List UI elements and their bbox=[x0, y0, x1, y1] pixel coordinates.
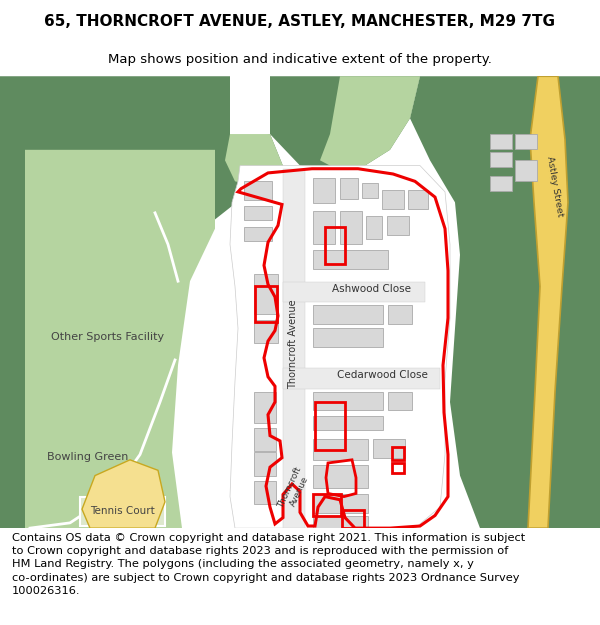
Bar bbox=[315, 402, 345, 451]
Bar bbox=[313, 306, 383, 324]
Bar bbox=[382, 190, 404, 209]
Bar bbox=[313, 329, 383, 348]
Polygon shape bbox=[410, 76, 600, 528]
Bar bbox=[254, 481, 276, 504]
Bar bbox=[313, 439, 368, 460]
Bar bbox=[254, 274, 278, 314]
Polygon shape bbox=[283, 169, 305, 528]
Text: Contains OS data © Crown copyright and database right 2021. This information is : Contains OS data © Crown copyright and d… bbox=[12, 533, 525, 596]
Bar bbox=[255, 286, 277, 322]
Polygon shape bbox=[528, 76, 568, 528]
Bar bbox=[313, 516, 368, 528]
Bar bbox=[392, 463, 404, 474]
Text: Thorncroft Avenue: Thorncroft Avenue bbox=[288, 299, 298, 389]
Bar bbox=[254, 320, 278, 343]
Bar bbox=[490, 152, 512, 167]
Bar bbox=[392, 448, 404, 460]
Bar bbox=[244, 226, 272, 241]
Bar bbox=[254, 391, 276, 423]
Text: Astley Street: Astley Street bbox=[545, 156, 565, 218]
Bar bbox=[313, 416, 383, 431]
Bar bbox=[366, 216, 382, 239]
Bar bbox=[387, 216, 409, 235]
Bar bbox=[244, 181, 272, 200]
Polygon shape bbox=[225, 134, 285, 187]
Bar bbox=[515, 134, 537, 149]
Polygon shape bbox=[25, 150, 215, 528]
Bar bbox=[313, 211, 335, 244]
Text: Map shows position and indicative extent of the property.: Map shows position and indicative extent… bbox=[108, 53, 492, 66]
Bar bbox=[408, 190, 428, 209]
Text: 65, THORNCROFT AVENUE, ASTLEY, MANCHESTER, M29 7TG: 65, THORNCROFT AVENUE, ASTLEY, MANCHESTE… bbox=[44, 14, 556, 29]
Bar bbox=[325, 226, 345, 264]
Polygon shape bbox=[230, 166, 450, 528]
Bar bbox=[373, 439, 405, 458]
Polygon shape bbox=[82, 460, 165, 528]
Bar bbox=[342, 510, 364, 528]
Bar bbox=[313, 494, 341, 516]
Bar bbox=[254, 452, 276, 476]
Bar bbox=[244, 206, 272, 220]
Bar bbox=[388, 306, 412, 324]
Polygon shape bbox=[80, 497, 165, 526]
Polygon shape bbox=[0, 76, 285, 528]
Bar bbox=[362, 184, 378, 198]
Polygon shape bbox=[270, 76, 420, 171]
Bar bbox=[313, 178, 335, 203]
Text: Ashwood Close: Ashwood Close bbox=[332, 284, 412, 294]
Bar bbox=[515, 161, 537, 181]
Bar bbox=[340, 178, 358, 199]
Polygon shape bbox=[283, 368, 440, 389]
Bar bbox=[313, 249, 388, 269]
Bar bbox=[490, 134, 512, 149]
Polygon shape bbox=[283, 282, 425, 302]
Text: Thorncroft
Avenue: Thorncroft Avenue bbox=[277, 465, 313, 514]
Polygon shape bbox=[320, 76, 420, 171]
Text: Tennis Court: Tennis Court bbox=[89, 506, 154, 516]
Bar bbox=[490, 176, 512, 191]
Bar bbox=[313, 391, 383, 411]
Bar bbox=[388, 391, 412, 411]
Bar bbox=[340, 211, 362, 244]
Bar bbox=[313, 494, 368, 513]
Text: Cedarwood Close: Cedarwood Close bbox=[337, 370, 427, 380]
Text: Other Sports Facility: Other Sports Facility bbox=[52, 332, 164, 342]
Bar bbox=[313, 465, 368, 488]
Text: Bowling Green: Bowling Green bbox=[47, 452, 128, 462]
Bar bbox=[254, 428, 276, 451]
